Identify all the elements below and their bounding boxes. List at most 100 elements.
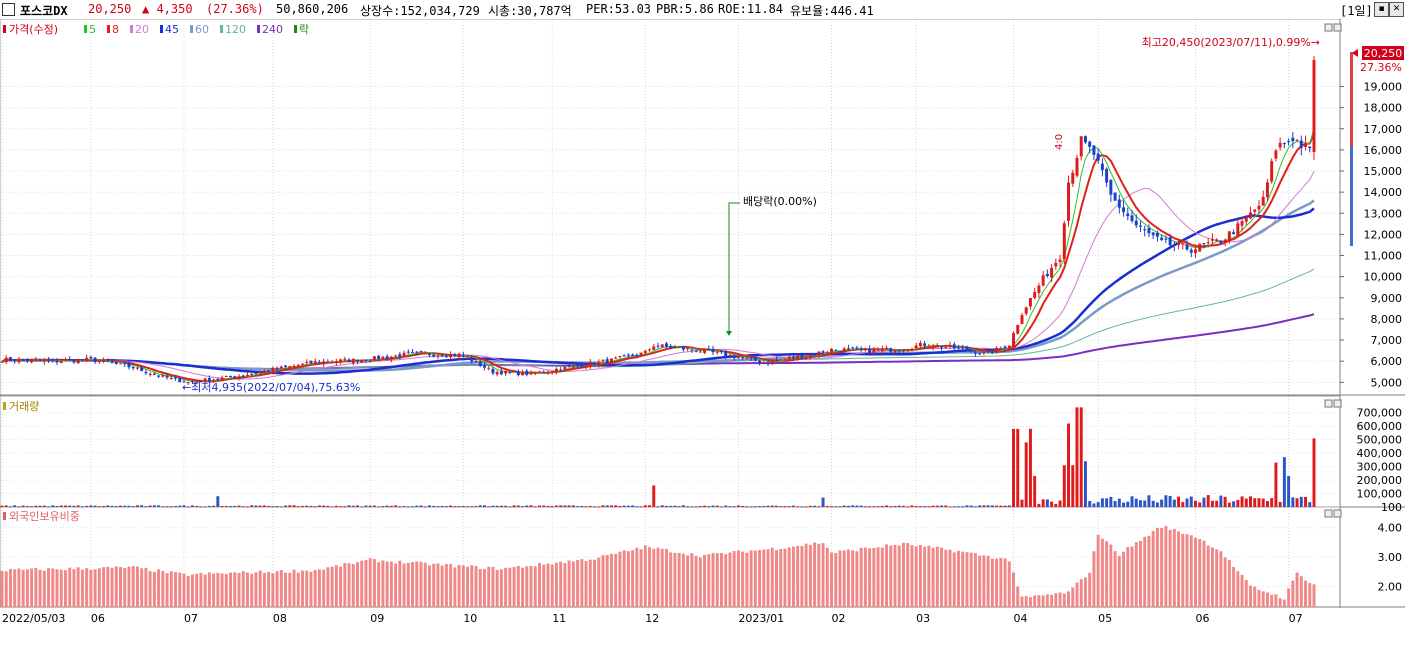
candle-body [419,351,423,353]
panel-buttons[interactable] [1324,23,1342,518]
candle-body [241,375,245,377]
volume-bar [394,505,398,507]
volume-bar [351,505,355,507]
foreign-holding-bar [309,571,313,607]
candle-body [1210,239,1214,241]
dividend-arrowhead [726,331,732,336]
foreign-holding-bar [842,550,846,607]
foreign-holding-bar [830,552,834,607]
volume-bar [851,505,855,507]
restore-window-button[interactable]: ▪ [1374,2,1389,17]
candle-body [1092,145,1096,155]
ma-line-60 [1,199,1315,372]
foreign-holding-bar [402,563,406,607]
candle-body [830,348,834,353]
foreign-holding-bar [313,570,317,607]
volume-bar [64,505,67,507]
candle-body [724,351,728,357]
price-tick-label: 9,000 [1371,292,1403,305]
candle-body [478,361,482,366]
foreign-holding-bar [605,554,609,607]
volume-bar [559,505,563,507]
foreign-holding-bar [499,569,503,607]
foreign-holding-bar [55,569,59,607]
volume-bar [1028,428,1032,507]
candle-body [423,352,427,354]
foreign-holding-bar [753,550,757,607]
candle-body [1299,140,1303,148]
foreign-holding-bar [131,566,135,607]
volume-bar [593,506,596,508]
date-tick-label: 12 [645,612,659,625]
volume-bar [258,505,262,507]
volume-bar [1041,499,1045,507]
volume-bar [944,505,948,507]
volume-bar [999,505,1003,507]
ma-line-45 [1,207,1315,375]
volume-bar [1287,476,1291,507]
foreign-tick-label: 3.00 [1378,551,1403,564]
candle-body [889,348,893,352]
candle-body [626,354,630,356]
foreign-holding-bar [347,563,351,607]
foreign-holding-bar [1134,542,1138,607]
volume-bar [368,505,372,507]
candle-body [694,350,698,352]
candle-body [436,355,440,357]
foreign-holding-bar [601,555,605,607]
volume-bar [212,505,216,507]
volume-bar [940,505,944,507]
foreign-holding-bar [1308,583,1312,607]
volume-bar [770,505,774,507]
period-selector[interactable]: [1일] [1340,4,1373,18]
candle-body [508,371,512,373]
volume-bar [322,505,326,507]
foreign-holding-bar [1100,538,1104,607]
candle-body [995,347,999,353]
volume-bar [309,505,313,507]
close-window-button[interactable]: ✕ [1389,2,1404,17]
candle-body [698,351,702,353]
candle-body [1083,136,1087,143]
candle-body [1265,182,1269,198]
foreign-holding-bar [85,568,89,607]
volume-bar [889,506,893,508]
candle-body [212,379,216,382]
candle-body [851,347,855,349]
candle-body [1067,182,1071,221]
volume-bar [220,505,224,507]
price-tick-labels: 5,000 6,000 7,000 8,000 9,000 10,000 11,000 12,… [1340,80,1402,389]
candle-body [1016,325,1020,334]
volume-bar [398,506,402,508]
foreign-holding-bar [1210,547,1214,607]
volume-bar [389,505,393,507]
foreign-holding-bar [546,563,550,607]
volume-bar [863,506,867,508]
volume-bar [1113,500,1117,507]
candle-body [1096,153,1100,161]
volume-bar [1198,502,1202,507]
volume-bar [34,505,38,507]
candle-body [1194,249,1197,254]
volume-bar [1215,500,1219,507]
candle-body [42,359,46,362]
volume-bar [1138,500,1142,507]
candle-body [1143,229,1147,231]
candle-body [72,360,76,363]
select-checkbox[interactable] [2,3,15,16]
foreign-holding-bar [140,568,144,607]
volume-bar [1096,502,1100,507]
candle-body [893,350,897,353]
foreign-holding-bar [161,570,165,607]
volume-bar [245,506,249,508]
candle-body [1181,243,1185,245]
header-bar: 포스코DX 20,250 ▲ 4,350 (27.36%) 50,860,206… [0,0,1405,20]
foreign-holding-bar [516,566,520,607]
foreign-holding-bar [1278,598,1282,607]
foreign-holding-bar [656,547,660,607]
foreign-holding-bar [973,553,977,607]
candle-body [334,361,338,363]
foreign-holding-bar [449,563,453,607]
foreign-holding-bar [1181,533,1185,607]
candle-body [102,360,106,362]
